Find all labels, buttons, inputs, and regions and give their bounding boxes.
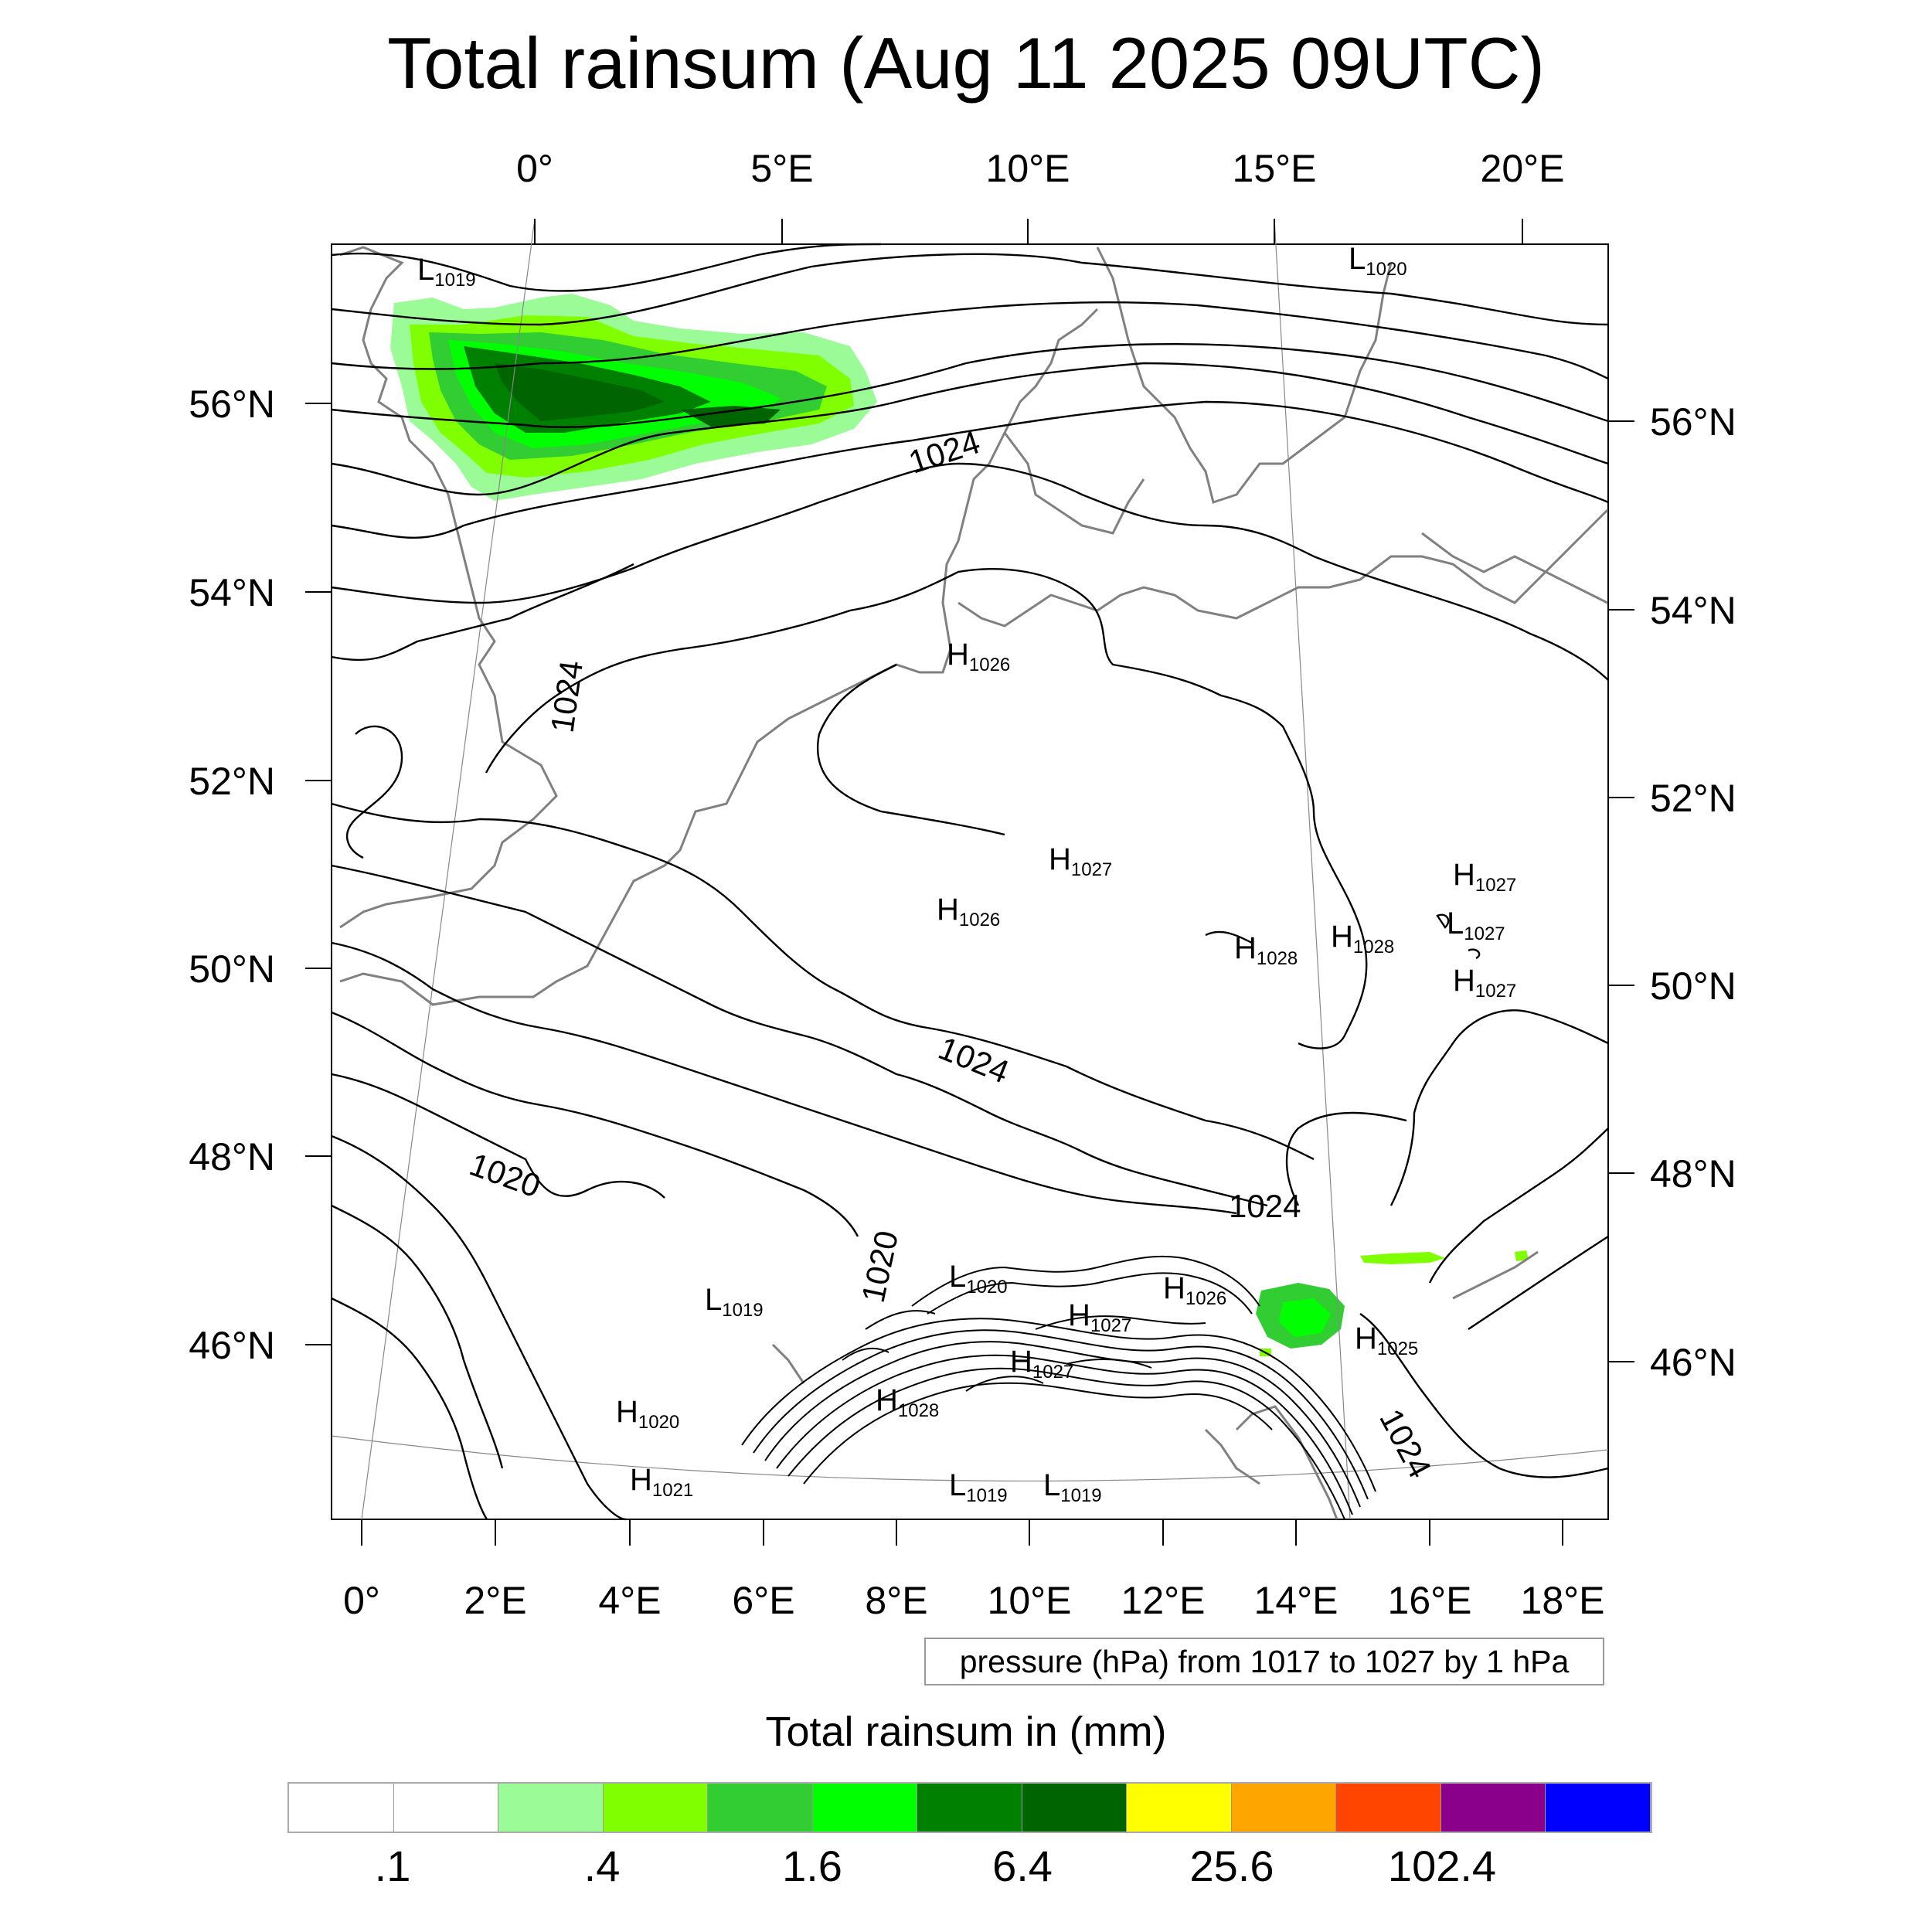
map-title: Total rainsum (Aug 11 2025 09UTC) — [387, 22, 1545, 104]
map-frame — [331, 243, 1609, 1520]
top-lon-labels: 0° 5°E 10°E 15°E 20°E — [516, 147, 1564, 190]
isobars — [331, 243, 1609, 1521]
lon-tick-label: 8°E — [865, 1579, 927, 1622]
colorbar-swatch — [1231, 1784, 1337, 1832]
lon-tick-label: 16°E — [1388, 1579, 1472, 1622]
rain-field-alps — [1256, 1250, 1529, 1356]
lon-tick-label: 6°E — [732, 1579, 794, 1622]
lon-tick-label: 2°E — [464, 1579, 526, 1622]
colorbar-swatch — [289, 1784, 394, 1832]
lon-tick-label: 0° — [343, 1579, 380, 1622]
pressure-center-marker: L1020 — [949, 1260, 1008, 1298]
colorbar-swatch — [498, 1784, 604, 1832]
lon-tick-label: 15°E — [1233, 147, 1317, 190]
left-lat-labels: 56°N 54°N 52°N 50°N 48°N 46°N — [189, 383, 275, 1367]
colorbar — [287, 1782, 1652, 1833]
rain-dark-area-2 — [680, 406, 781, 427]
pressure-center-marker: L1019 — [705, 1283, 764, 1321]
pressure-center-marker: H1027 — [1453, 858, 1516, 896]
pressure-center-marker: L1019 — [949, 1468, 1008, 1506]
lat-tick-label: 50°N — [1650, 964, 1736, 1008]
lon-tick-label: 4°E — [598, 1579, 661, 1622]
contour-label: 1020 — [465, 1145, 546, 1204]
colorbar-swatch — [1440, 1784, 1546, 1832]
lat-tick-label: 46°N — [189, 1324, 275, 1367]
pressure-center-marker: H1026 — [937, 893, 1000, 930]
lon-tick-label: 18°E — [1521, 1579, 1605, 1622]
contour-label: 1020 — [855, 1227, 905, 1305]
colorbar-swatch — [1022, 1784, 1128, 1832]
pressure-centers: L1019 L1020 H1026 H1027 H1026 H1028 H102… — [417, 242, 1516, 1506]
pressure-center-marker: H1028 — [1331, 920, 1394, 957]
pressure-center-marker: L1027 — [1447, 906, 1505, 944]
pressure-center-marker: L1019 — [417, 253, 476, 291]
graticule — [331, 218, 1609, 1520]
lat-tick-label: 54°N — [189, 571, 275, 614]
contour-info-box: pressure (hPa) from 1017 to 1027 by 1 hP… — [924, 1638, 1604, 1685]
pressure-center-marker: H1026 — [1163, 1271, 1226, 1309]
coastlines — [339, 246, 1609, 1520]
contour-label: 1024 — [1372, 1403, 1438, 1484]
lat-tick-label: 46°N — [1650, 1341, 1736, 1384]
colorbar-swatch — [812, 1784, 918, 1832]
alpine-contour-cluster — [741, 1255, 1376, 1520]
contour-label: 1024 — [1229, 1188, 1301, 1224]
colorbar-swatch — [1127, 1784, 1232, 1832]
colorbar-tick-label: 25.6 — [1189, 1842, 1274, 1890]
colorbar-swatch — [393, 1784, 499, 1832]
pressure-center-marker: H1027 — [1453, 964, 1516, 1002]
colorbar-tick-label: 102.4 — [1387, 1842, 1497, 1890]
colorbar-tick-label: 6.4 — [992, 1842, 1053, 1890]
rain-field-north-sea — [390, 294, 877, 501]
colorbar-title: Total rainsum in (mm) — [765, 1709, 1167, 1755]
colorbar-swatch — [603, 1784, 709, 1832]
right-lat-labels: 56°N 54°N 52°N 50°N 48°N 46°N — [1650, 400, 1736, 1384]
lon-tick-label: 12°E — [1121, 1579, 1206, 1622]
lat-tick-label: 52°N — [1650, 777, 1736, 820]
lat-tick-label: 48°N — [189, 1135, 275, 1179]
colorbar-swatch — [1546, 1784, 1651, 1832]
lon-tick-label: 20°E — [1481, 147, 1565, 190]
lon-tick-label: 5°E — [750, 147, 813, 190]
pressure-center-marker: L1020 — [1349, 242, 1407, 280]
pressure-center-marker: H1021 — [630, 1463, 693, 1501]
lat-tick-label: 56°N — [189, 383, 275, 426]
pressure-center-marker: H1028 — [876, 1383, 939, 1421]
pressure-center-marker: H1027 — [1049, 842, 1112, 880]
pressure-center-marker: H1028 — [1234, 931, 1298, 969]
colorbar-swatch — [708, 1784, 813, 1832]
pressure-center-marker: H1027 — [1010, 1345, 1073, 1383]
colorbar-tick-label: .1 — [374, 1842, 411, 1890]
pressure-center-marker: H1025 — [1355, 1321, 1418, 1359]
axis-ticks — [305, 219, 1634, 1546]
colorbar-swatch — [1336, 1784, 1441, 1832]
pressure-center-marker: L1019 — [1043, 1468, 1102, 1506]
lat-tick-label: 48°N — [1650, 1152, 1736, 1196]
contour-label: 1024 — [544, 658, 590, 735]
lat-tick-label: 54°N — [1650, 589, 1736, 632]
lon-tick-label: 10°E — [986, 147, 1070, 190]
bottom-lon-labels: 0° 2°E 4°E 6°E 8°E 10°E 12°E 14°E 16°E 1… — [343, 1579, 1604, 1622]
contour-label: 1024 — [904, 423, 984, 481]
colorbar-tick-label: 1.6 — [782, 1842, 842, 1890]
lat-tick-label: 56°N — [1650, 400, 1736, 444]
pressure-center-marker: H1027 — [1068, 1298, 1131, 1336]
rain-dark-area — [495, 363, 665, 421]
lon-tick-label: 0° — [516, 147, 553, 190]
pressure-center-marker: H1020 — [616, 1395, 679, 1433]
lat-tick-label: 50°N — [189, 947, 275, 991]
lon-tick-label: 10°E — [988, 1579, 1072, 1622]
colorbar-swatch — [917, 1784, 1022, 1832]
colorbar-tick-label: .4 — [583, 1842, 621, 1890]
pressure-center-marker: H1026 — [947, 638, 1010, 675]
lon-tick-label: 14°E — [1254, 1579, 1338, 1622]
lat-tick-label: 52°N — [189, 760, 275, 803]
rain-bright-area-alps — [1279, 1298, 1331, 1337]
